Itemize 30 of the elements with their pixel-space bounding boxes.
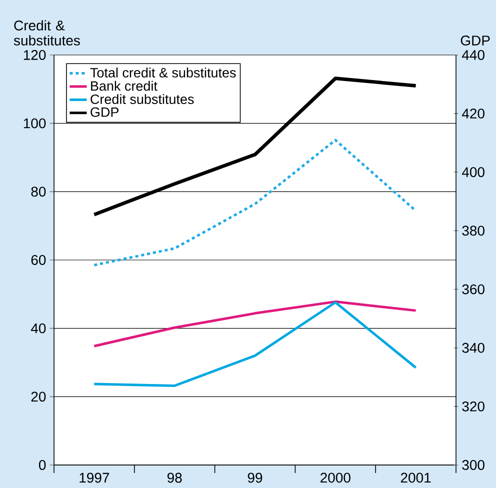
y-tick-label: 20 (31, 392, 46, 402)
x-tick-label: 1997 (80, 472, 110, 483)
legend-label: Total credit & substitutes (90, 68, 236, 78)
y2-tick-label: 380 (462, 226, 484, 236)
y2-tick-label: 440 (462, 50, 484, 60)
x-tick-label: 2000 (320, 472, 350, 483)
y2-tick-label: 320 (462, 401, 484, 412)
y-tick-label: 80 (31, 186, 46, 197)
y2-tick-label: 400 (462, 167, 484, 178)
x-tick-label: 99 (248, 472, 262, 483)
y-axis-title: Credit & substitutes (14, 20, 80, 46)
y-tick-label: 60 (31, 255, 46, 265)
y-tick-label: 40 (30, 323, 46, 334)
y2-tick-label: 300 (462, 460, 484, 470)
legend-label: Bank credit (91, 80, 158, 91)
y2-tick-label: 360 (462, 284, 484, 294)
y2-tick-label: 340 (462, 342, 484, 353)
legend-label: GDP (90, 107, 119, 117)
line-series (92, 301, 418, 387)
y2-tick-label: 420 (462, 108, 484, 119)
line-series (92, 138, 418, 266)
y2-axis-title: GDP (460, 36, 490, 46)
line-series (92, 76, 418, 216)
y-tick-label: 120 (24, 50, 46, 60)
legend-label: Credit substitutes (90, 94, 194, 104)
y-tick-label: 100 (24, 118, 46, 128)
x-tick-label: 98 (167, 472, 182, 483)
x-tick-label: 2001 (400, 472, 431, 483)
line-series (92, 300, 418, 348)
y-tick-label: 0 (38, 460, 46, 470)
